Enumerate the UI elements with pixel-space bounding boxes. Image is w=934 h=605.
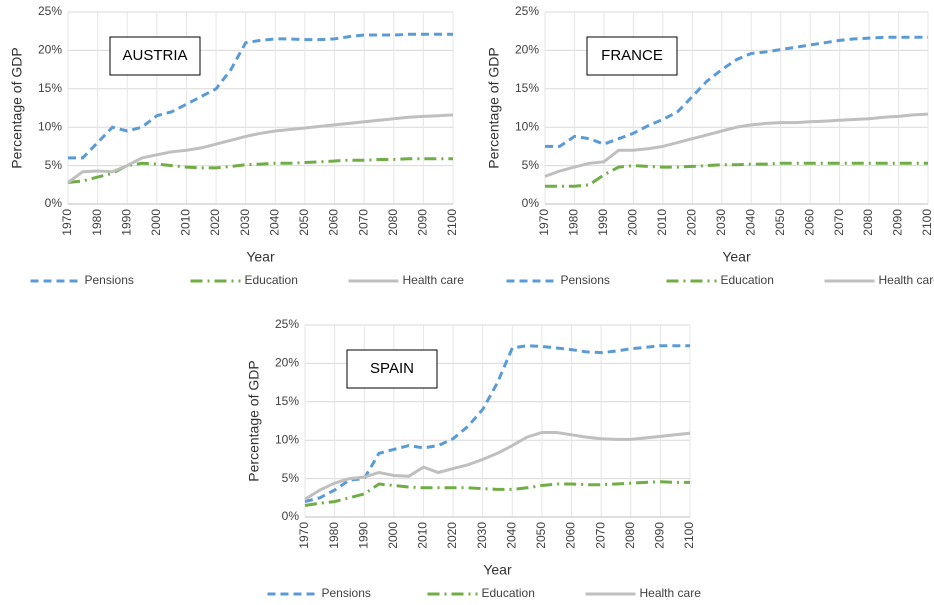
country-box <box>346 349 438 389</box>
x-tick-label: 2040 <box>504 522 518 549</box>
legend-label: Pensions <box>561 273 610 287</box>
chart-title: SPAIN <box>370 360 414 377</box>
country-box <box>109 36 201 76</box>
x-tick-label: 2040 <box>267 209 281 236</box>
series-line <box>304 431 691 501</box>
x-tick-label: 2040 <box>743 209 757 236</box>
legend-label: Pensions <box>85 273 134 287</box>
y-tick-label: 5% <box>522 158 540 172</box>
legend-label: Health care <box>879 273 934 287</box>
y-axis-title: Percentage of GDP <box>486 47 502 168</box>
x-tick-label: 1970 <box>297 522 311 549</box>
y-tick-label: 20% <box>38 43 62 57</box>
y-tick-label: 20% <box>515 43 539 57</box>
x-tick-label: 2010 <box>655 209 669 236</box>
series-line <box>545 35 928 148</box>
chart: 0% 5% 10% 15% 20% 25% 1970 1980 1990 2000 2010 2020… <box>246 317 701 600</box>
legend-label: Education <box>721 273 774 287</box>
x-tick-label: 2020 <box>445 522 459 549</box>
x-tick-label: 2060 <box>802 209 816 236</box>
y-tick-label: 5% <box>282 471 300 485</box>
y-axis-title: Percentage of GDP <box>9 47 25 168</box>
x-tick-label: 2020 <box>684 209 698 236</box>
x-tick-label: 2080 <box>623 522 637 549</box>
y-tick-label: 10% <box>275 432 299 446</box>
series-line <box>67 113 454 184</box>
x-tick-label: 2090 <box>416 209 430 236</box>
series-line <box>304 480 690 507</box>
chart: 0% 5% 10% 15% 20% 25% 1970 1980 1990 2000 2010 2020… <box>486 4 934 287</box>
x-tick-label: 1970 <box>537 209 551 236</box>
y-tick-label: 20% <box>275 356 299 370</box>
x-axis-title: Year <box>722 249 751 265</box>
y-tick-label: 0% <box>522 196 540 210</box>
y-tick-label: 0% <box>45 196 63 210</box>
country-box <box>586 36 678 76</box>
x-tick-label: 2070 <box>832 209 846 236</box>
x-tick-label: 2050 <box>297 209 311 236</box>
x-tick-label: 1980 <box>327 522 341 549</box>
y-tick-label: 15% <box>515 81 539 95</box>
x-tick-label: 2070 <box>593 522 607 549</box>
x-tick-label: 2100 <box>445 209 459 236</box>
y-tick-label: 10% <box>515 119 539 133</box>
y-tick-label: 25% <box>275 317 299 331</box>
x-tick-label: 1990 <box>356 522 370 549</box>
legend-label: Health care <box>403 273 465 287</box>
x-tick-label: 1990 <box>596 209 610 236</box>
x-tick-label: 1970 <box>60 209 74 236</box>
x-tick-label: 2100 <box>920 209 934 236</box>
x-tick-label: 2090 <box>891 209 905 236</box>
x-tick-label: 2060 <box>327 209 341 236</box>
y-tick-label: 25% <box>38 4 62 18</box>
series-line <box>544 112 929 178</box>
y-tick-label: 25% <box>515 4 539 18</box>
x-tick-label: 2090 <box>653 522 667 549</box>
x-tick-label: 2100 <box>682 522 696 549</box>
legend-label: Education <box>245 273 298 287</box>
x-axis-title: Year <box>483 562 512 578</box>
x-tick-label: 2020 <box>208 209 222 236</box>
x-tick-label: 1980 <box>567 209 581 236</box>
x-tick-label: 2030 <box>475 522 489 549</box>
x-tick-label: 2010 <box>416 522 430 549</box>
x-tick-label: 2010 <box>179 209 193 236</box>
series-line <box>68 32 453 160</box>
x-axis-title: Year <box>246 249 275 265</box>
x-tick-label: 2030 <box>714 209 728 236</box>
x-tick-label: 2000 <box>626 209 640 236</box>
series-line <box>545 161 928 188</box>
legend-label: Pensions <box>322 586 371 600</box>
legend-label: Health care <box>640 586 702 600</box>
y-tick-label: 5% <box>45 158 63 172</box>
x-tick-label: 2050 <box>534 522 548 549</box>
series-line <box>304 344 690 504</box>
x-tick-label: 2070 <box>356 209 370 236</box>
x-tick-label: 2080 <box>386 209 400 236</box>
x-tick-label: 1980 <box>90 209 104 236</box>
x-tick-label: 2000 <box>149 209 163 236</box>
chart-title: FRANCE <box>601 47 663 64</box>
x-tick-label: 2030 <box>238 209 252 236</box>
y-tick-label: 0% <box>282 509 300 523</box>
x-tick-label: 1990 <box>119 209 133 236</box>
y-axis-title: Percentage of GDP <box>246 360 262 481</box>
y-tick-label: 15% <box>275 394 299 408</box>
chart-title: AUSTRIA <box>122 47 187 64</box>
y-tick-label: 15% <box>38 81 62 95</box>
series-line <box>67 157 453 184</box>
legend-label: Education <box>482 586 535 600</box>
y-tick-label: 10% <box>38 119 62 133</box>
x-tick-label: 2080 <box>861 209 875 236</box>
chart: 0% 5% 10% 15% 20% 25% 1970 1980 1990 2000 2010 2020… <box>9 4 464 287</box>
x-tick-label: 2060 <box>564 522 578 549</box>
x-tick-label: 2050 <box>773 209 787 236</box>
x-tick-label: 2000 <box>386 522 400 549</box>
